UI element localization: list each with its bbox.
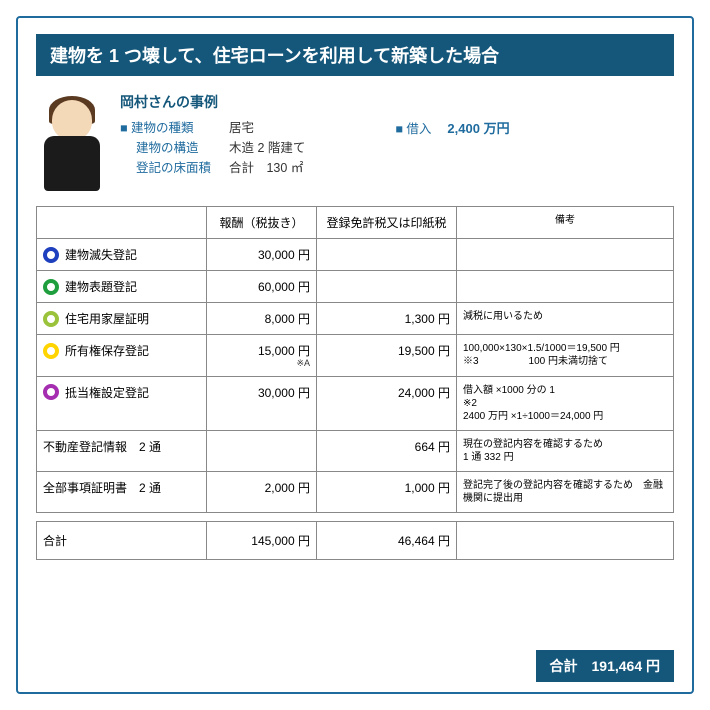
case-loan: ■ 借入2,400 万円 [395,118,509,178]
totals-table: 合計 145,000 円 46,464 円 [36,521,674,560]
table-row: 建物滅失登記 30,000 円 [37,239,674,271]
table-row: 全部事項証明書 2 通 2,000 円 1,000 円 登記完了後の登記内容を確… [37,471,674,512]
ring-icon [43,247,59,263]
case-section: 岡村さんの事例 ■ 建物の種類 建物の構造 登記の床面積 居宅 木造 2 階建て… [36,92,674,192]
table-row: 所有権保存登記 15,000 円※A 19,500 円 100,000×130×… [37,335,674,377]
fee-table: 報酬（税抜き） 登録免許税又は印紙税 備考 建物滅失登記 30,000 円 建物… [36,206,674,513]
table-row: 抵当権設定登記 30,000 円 24,000 円 借入額 ×1000 分の 1… [37,376,674,430]
ring-icon [43,343,59,359]
ring-icon [43,384,59,400]
th-item [37,207,207,239]
grand-total: 合計 191,464 円 [536,650,675,682]
container: 建物を 1 つ壊して、住宅ローンを利用して新築した場合 岡村さんの事例 ■ 建物… [16,16,694,694]
ring-icon [43,279,59,295]
table-row: 建物表題登記 60,000 円 [37,271,674,303]
case-labels: ■ 建物の種類 建物の構造 登記の床面積 [120,118,211,178]
case-heading: 岡村さんの事例 [120,92,674,112]
th-note: 備考 [457,207,674,239]
table-row: 住宅用家屋証明 8,000 円 1,300 円 減税に用いるため [37,303,674,335]
th-fee: 報酬（税抜き） [207,207,317,239]
ring-icon [43,311,59,327]
table-row: 不動産登記情報 2 通 664 円 現在の登記内容を確認するため 1 通 332… [37,430,674,471]
avatar [36,92,108,192]
case-values: 居宅 木造 2 階建て 合計 130 ㎡ [229,118,305,178]
title-bar: 建物を 1 つ壊して、住宅ローンを利用して新築した場合 [36,34,674,76]
th-tax: 登録免許税又は印紙税 [317,207,457,239]
